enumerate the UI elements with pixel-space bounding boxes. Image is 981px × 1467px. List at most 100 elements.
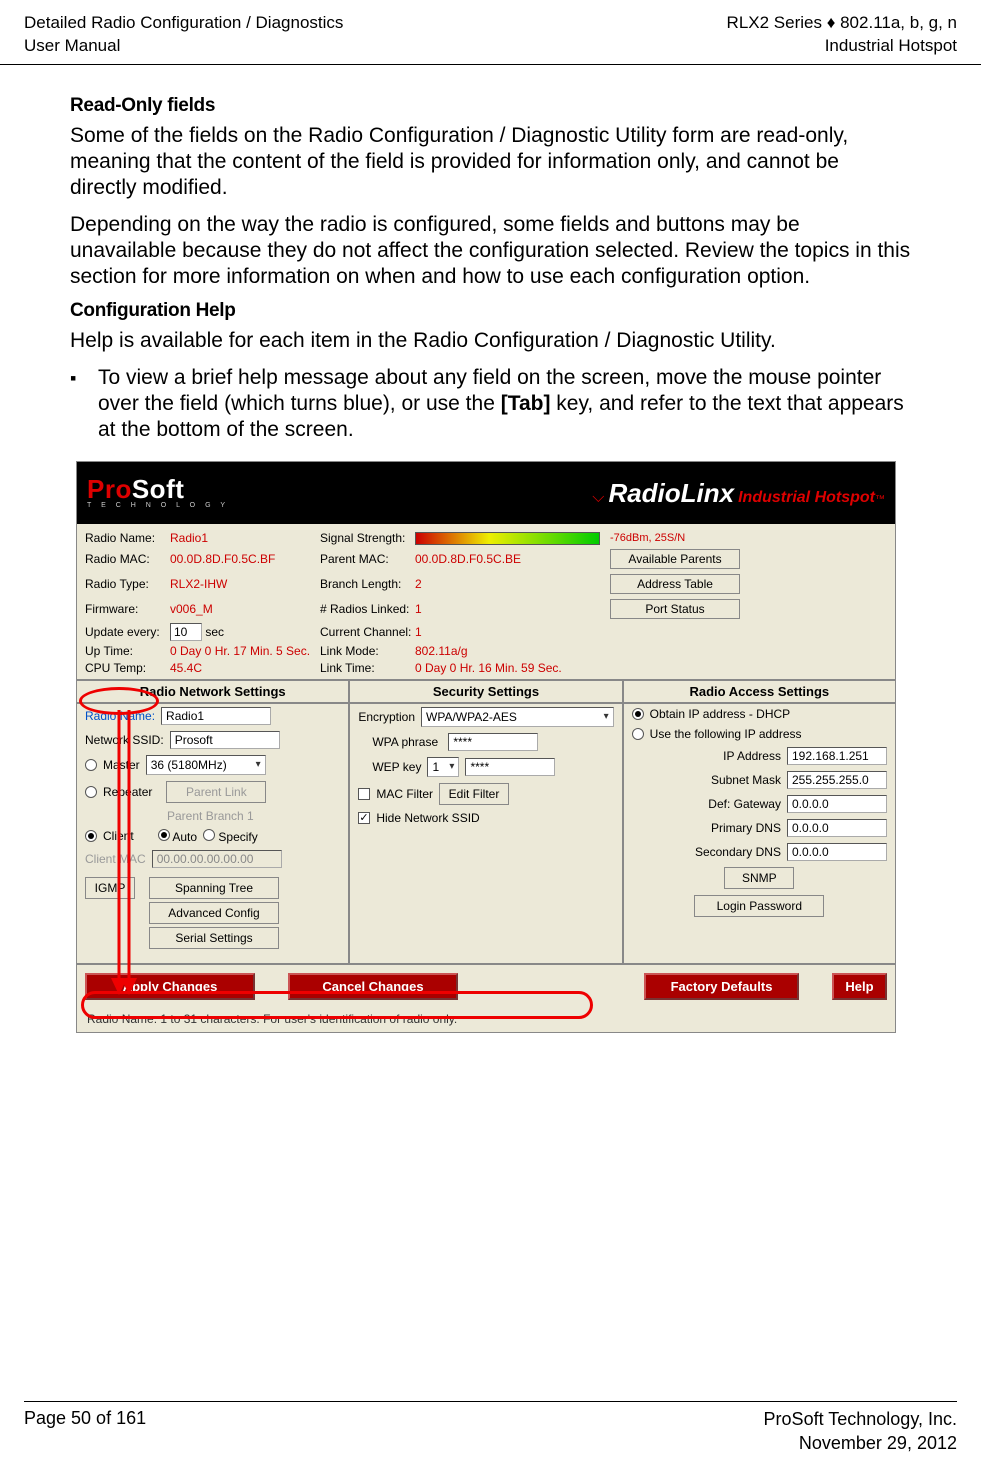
lbl-type: Radio Type: [85,577,170,591]
header-left-2: User Manual [24,35,343,58]
logo-pro: Pro [87,474,132,504]
dns2-input[interactable] [787,843,887,861]
ssid-input[interactable] [170,731,280,749]
lbl-parent-mac: Parent MAC: [320,552,415,566]
header-right-2: Industrial Hotspot [727,35,957,58]
parent-branch-label: Parent Branch 1 [167,809,254,823]
ip-label: IP Address [723,749,781,763]
mac-filter-check[interactable] [358,788,370,800]
bullet-bold: [Tab] [501,392,551,415]
logo-tech: T E C H N O L O G Y [87,503,229,509]
lbl-radio-name: Radio Name: [85,531,170,545]
snmp-button[interactable]: SNMP [724,867,794,889]
repeater-radio[interactable] [85,786,97,798]
hide-ssid-check[interactable] [358,812,370,824]
val-uptime: 0 Day 0 Hr. 17 Min. 5 Sec. [170,644,320,658]
para-config-help: Help is available for each item in the R… [70,328,911,354]
val-branch: 2 [415,577,610,591]
industrial-hotspot-text: Industrial Hotspot [738,489,875,507]
val-parent-mac: 00.0D.8D.F0.5C.BE [415,552,610,566]
heading-readonly: Read-Only fields [70,95,911,117]
help-button[interactable]: Help [832,973,887,1000]
advanced-config-button[interactable]: Advanced Config [149,902,279,924]
ip-input[interactable] [787,747,887,765]
help-line: Radio Name: 1 to 31 characters. For user… [77,1006,895,1032]
auto-radio[interactable] [158,829,170,841]
login-password-button[interactable]: Login Password [694,895,824,917]
update-input[interactable] [170,623,202,641]
lbl-branch: Branch Length: [320,577,415,591]
static-radio[interactable] [632,728,644,740]
footer-page: Page 50 of 161 [24,1408,146,1455]
val-channel: 1 [415,625,610,639]
gw-label: Def: Gateway [708,797,781,811]
enc-label: Encryption [358,710,415,724]
client-radio[interactable] [85,830,97,842]
available-parents-button[interactable]: Available Parents [610,549,740,569]
sec-title: Security Settings [350,681,621,704]
signal-bar-wrap [415,530,610,544]
port-status-button[interactable]: Port Status [610,599,740,619]
lbl-linkmode: Link Mode: [320,644,415,658]
parent-link-button[interactable]: Parent Link [166,781,266,803]
dhcp-radio[interactable] [632,708,644,720]
edit-filter-button[interactable]: Edit Filter [439,783,509,805]
wep-idx-dropdown[interactable]: 1 [427,757,459,777]
apply-changes-button[interactable]: Apply Changes [85,973,255,1000]
factory-defaults-button[interactable]: Factory Defaults [644,973,799,1000]
bullet-item: To view a brief help message about any f… [70,365,911,444]
val-cpu: 45.4C [170,661,320,675]
footer-right: ProSoft Technology, Inc. November 29, 20… [764,1408,957,1455]
hide-ssid-label: Hide Network SSID [376,811,479,825]
signal-bar [415,532,600,545]
lbl-signal: Signal Strength: [320,531,415,545]
cancel-changes-button[interactable]: Cancel Changes [288,973,458,1000]
header-right: RLX2 Series ♦ 802.11a, b, g, n Industria… [727,12,957,58]
rns-title: Radio Network Settings [77,681,348,704]
para-readonly-2: Depending on the way the radio is config… [70,212,911,291]
repeater-label: Repeater [103,785,152,799]
specify-label: Specify [218,830,257,844]
spanning-tree-button[interactable]: Spanning Tree [149,877,279,899]
val-type: RLX2-IHW [170,577,320,591]
lbl-linked: # Radios Linked: [320,602,415,616]
update-wrap: sec [170,623,320,641]
lbl-uptime: Up Time: [85,644,170,658]
val-linked: 1 [415,602,610,616]
serial-settings-button[interactable]: Serial Settings [149,927,279,949]
igmp-button[interactable]: IGMP [85,877,135,899]
lbl-linktime: Link Time: [320,661,415,675]
logo-soft: Soft [132,474,185,504]
settings-row: Radio Network Settings Radio Name: Netwo… [77,679,895,963]
gw-input[interactable] [787,795,887,813]
lbl-cpu: CPU Temp: [85,661,170,675]
radio-name-input[interactable] [161,707,271,725]
radiolinx-text: RadioLinx [608,478,734,509]
lbl-update: Update every: [85,625,170,639]
address-table-button[interactable]: Address Table [610,574,740,594]
status-grid: Radio Name: Radio1 Signal Strength: -76d… [77,524,895,678]
client-mac-input [152,850,282,868]
client-mac-label: Client MAC [85,852,146,866]
heading-config-help: Configuration Help [70,300,911,322]
val-signal: -76dBm, 25S/N [610,532,887,544]
wpa-input[interactable] [448,733,538,751]
radio-name-label: Radio Name: [85,709,155,723]
auto-label: Auto [172,830,197,844]
wep-label: WEP key [372,760,421,774]
radio-network-settings: Radio Network Settings Radio Name: Netwo… [77,681,350,963]
encryption-dropdown[interactable]: WPA/WPA2-AES [421,707,614,727]
dns1-input[interactable] [787,819,887,837]
channel-dropdown[interactable]: 36 (5180MHz) [146,755,266,775]
header-right-1: RLX2 Series ♦ 802.11a, b, g, n [727,12,957,35]
master-radio[interactable] [85,759,97,771]
page-header: Detailed Radio Configuration / Diagnosti… [0,0,981,65]
dns1-label: Primary DNS [711,821,781,835]
specify-radio[interactable] [203,829,215,841]
footer-date: November 29, 2012 [764,1432,957,1455]
val-radio-name: Radio1 [170,531,320,545]
wep-input[interactable] [465,758,555,776]
mask-input[interactable] [787,771,887,789]
lbl-mac: Radio MAC: [85,552,170,566]
static-label: Use the following IP address [650,727,802,741]
